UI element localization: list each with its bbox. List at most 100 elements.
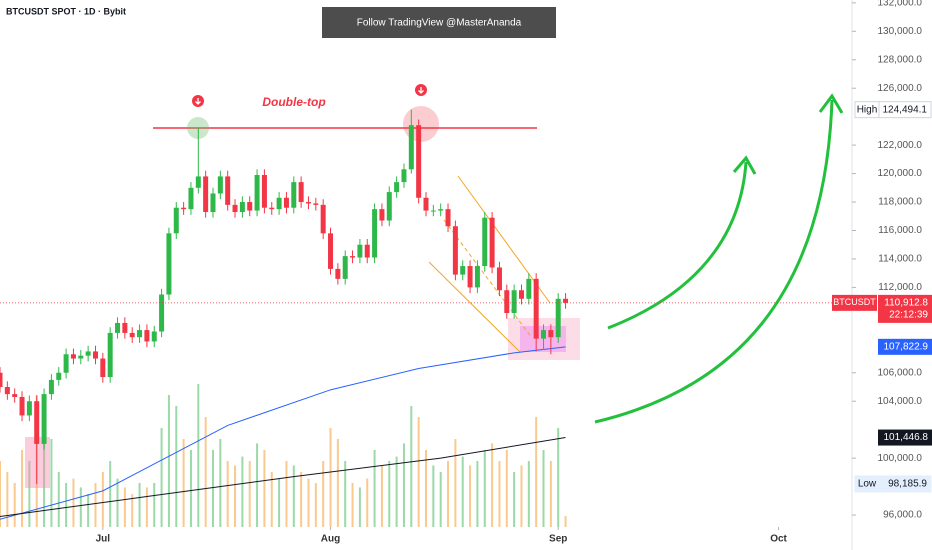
volume-bar	[469, 465, 472, 527]
line-value-label: 101,446.8	[884, 432, 929, 443]
marker-value-box	[878, 101, 932, 119]
volume-bar	[167, 395, 170, 527]
candle-body	[364, 244, 370, 258]
candle-body	[122, 322, 128, 333]
candle-body	[335, 268, 341, 279]
volume-bar	[131, 494, 134, 527]
volume-bar	[300, 472, 303, 527]
candle-body	[129, 332, 135, 338]
candle-body	[445, 209, 451, 227]
volume-bar	[439, 472, 442, 527]
line-value-label: 107,822.9	[884, 341, 929, 352]
volume-bar	[226, 461, 229, 527]
volume-bar	[314, 483, 317, 527]
candle-body	[276, 197, 282, 210]
down-icon-arrow	[418, 87, 424, 94]
volume-bar	[50, 439, 53, 527]
candle-body	[320, 204, 326, 234]
candle-body	[188, 187, 194, 210]
line-value-box	[878, 338, 932, 355]
candle-body	[328, 233, 334, 269]
candle-body	[313, 203, 319, 205]
volume-bar	[513, 472, 516, 527]
candle-body	[518, 290, 524, 299]
candle-body	[298, 182, 304, 203]
volume-bar	[65, 483, 68, 527]
volume-bar	[425, 450, 427, 527]
y-tick-label: 106,000.0	[878, 367, 923, 378]
volume-bar	[520, 465, 523, 527]
candle-body	[394, 182, 400, 193]
x-tick-label: Sep	[549, 534, 567, 545]
candle-body	[467, 266, 473, 288]
candle-body	[107, 332, 113, 378]
candle-body	[4, 386, 10, 395]
volume-bar	[138, 483, 141, 527]
candle-body	[78, 355, 84, 359]
candle-body	[203, 176, 209, 212]
candle-body	[232, 204, 238, 212]
symbol-box	[832, 294, 877, 311]
candle-body	[151, 331, 157, 342]
y-tick-label: 120,000.0	[878, 168, 923, 179]
volume-bar	[219, 439, 222, 527]
volume-bar	[549, 461, 552, 527]
volume-bar	[182, 439, 185, 527]
candle-body	[239, 202, 245, 212]
candle-body	[210, 193, 216, 212]
projection-arrow	[607, 161, 748, 330]
candle-body	[48, 379, 54, 395]
volume-bar	[256, 443, 259, 527]
candle-body	[350, 256, 356, 258]
candle-body	[430, 210, 436, 212]
candle-body	[261, 175, 267, 208]
volume-bar	[395, 456, 398, 527]
candle-body	[41, 394, 47, 444]
volume-bar	[564, 516, 567, 527]
volume-bar	[270, 472, 273, 527]
candle-body	[482, 217, 488, 267]
chart-title: BTCUSDT SPOT · 1D · Bybit	[6, 6, 126, 16]
candle-body	[496, 267, 502, 291]
candle-body	[159, 294, 165, 332]
x-tick-label: Aug	[321, 534, 340, 545]
candle-body	[541, 330, 547, 339]
projection-arrow	[594, 99, 834, 424]
volume-bar	[189, 450, 192, 527]
volume-bar	[358, 487, 361, 527]
candle-body	[254, 175, 260, 211]
volume-bar	[79, 487, 82, 527]
candle-body	[63, 354, 69, 373]
channel-line	[443, 219, 533, 339]
candle-body	[504, 290, 510, 314]
candle-body	[12, 394, 18, 397]
candle-body	[195, 176, 201, 188]
y-tick-label: 118,000.0	[878, 197, 922, 208]
volume-bar	[351, 483, 354, 527]
candle-body	[173, 207, 179, 234]
volume-bar	[234, 465, 237, 527]
candle-body	[217, 176, 223, 194]
volume-bar	[285, 461, 288, 527]
volume-bar	[454, 439, 457, 527]
marker-value: 98,185.9	[888, 479, 927, 490]
candle-body	[452, 226, 458, 275]
volume-bar	[263, 450, 266, 527]
volume-bar	[366, 478, 369, 527]
volume-bar	[123, 487, 126, 527]
ma-line	[0, 346, 566, 520]
candle-body	[34, 401, 40, 444]
volume-bar	[432, 465, 435, 527]
candle-body	[460, 266, 466, 275]
volume-bar	[145, 487, 148, 527]
candle-body	[533, 278, 539, 339]
candle-body	[526, 278, 532, 299]
candle-body	[269, 207, 275, 210]
volume-bar	[417, 417, 420, 527]
volume-bar	[6, 472, 9, 527]
price-box	[878, 294, 932, 323]
candle-body	[401, 169, 407, 183]
candle-body	[283, 197, 289, 208]
